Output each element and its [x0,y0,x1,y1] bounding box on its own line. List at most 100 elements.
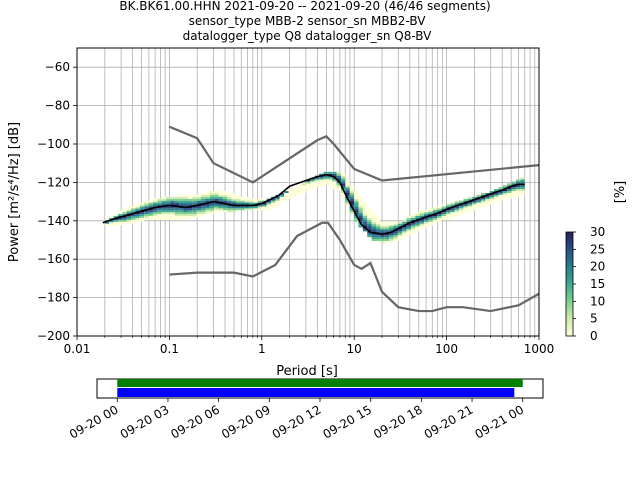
density-cell [275,196,280,199]
density-cell [371,227,376,230]
density-cell [384,221,390,224]
y-axis-label: Power [m²/s⁴/Hz] [dB] [7,122,22,262]
density-cell [161,206,167,209]
density-cell [380,229,385,232]
density-cell [362,204,368,207]
density-cell [424,217,429,220]
density-cell [472,202,477,205]
density-cell [463,210,468,213]
density-cell [166,200,171,203]
density-cell [174,217,180,220]
density-cell [476,200,481,203]
density-cell [205,200,210,203]
density-cell [161,216,167,218]
density-cell [384,223,390,226]
density-cell [266,206,272,209]
density-cell [227,208,232,211]
density-cell [371,235,376,238]
density-cell [257,200,263,203]
density-cell [231,202,237,205]
density-cell [502,191,508,193]
density-cell [349,194,355,197]
density-cell [358,225,363,228]
density-cell [354,216,359,218]
density-cell [515,181,521,184]
density-cell [371,219,376,222]
density-cell [432,210,438,213]
density-cell [402,227,407,230]
density-cell [214,191,219,193]
plot-frame [76,47,540,337]
density-cell [362,221,368,224]
density-cell [201,206,206,209]
density-cell [437,219,442,222]
density-cell [406,227,411,230]
density-cell [389,225,394,228]
density-cell [520,189,525,192]
density-cell [502,185,508,188]
density-cell [218,196,223,199]
density-cell [450,214,455,216]
density-cell [358,210,363,213]
density-cell [327,171,333,174]
density-cell [227,202,232,205]
density-cell [113,219,118,222]
density-cell [319,179,324,182]
density-cell [209,208,215,211]
density-cell [288,191,293,193]
density-cell [131,216,136,218]
density-cell [467,204,473,207]
density-cell [201,214,206,216]
density-cell [498,194,503,197]
density-cell [236,196,241,199]
density-cell [319,177,324,180]
density-cell [467,202,473,205]
density-cell [209,204,215,207]
density-cell [170,198,175,201]
density-cell [113,216,118,218]
density-cell [371,221,376,224]
density-cell [201,198,206,201]
density-cell [297,185,302,188]
density-cell [402,233,407,236]
density-cell [406,216,411,218]
density-cell [419,223,425,226]
density-cell [257,198,263,201]
density-cell [104,221,110,224]
density-cell [362,217,368,220]
density-cell [306,187,311,190]
density-cell [161,196,167,199]
density-cell [406,233,411,236]
density-cell [218,208,223,211]
density-cell [201,196,206,199]
density-cell [515,192,521,195]
density-cell [345,202,350,205]
density-cell [332,179,337,182]
density-cell [227,204,232,207]
density-cell [402,221,407,224]
density-cell [340,192,346,195]
density-cell [367,235,372,238]
density-cell [476,206,481,209]
density-cell [319,173,324,176]
density-cell [122,214,127,216]
density-cell [419,214,425,216]
density-cell [358,202,363,205]
density-cell [218,204,223,207]
density-cell [445,216,451,218]
density-cell [340,194,346,197]
density-cell [214,206,219,209]
density-cell [393,227,398,230]
density-cell [314,181,320,184]
density-cell [275,202,280,205]
density-cell [231,200,237,203]
density-cell [284,198,289,201]
density-cell [498,187,503,190]
density-cell [367,233,372,236]
density-cell [406,223,411,226]
density-cell [520,181,525,184]
density-cell [494,198,499,201]
density-cell [279,200,285,203]
density-cell [192,194,197,197]
density-cell [284,196,289,199]
